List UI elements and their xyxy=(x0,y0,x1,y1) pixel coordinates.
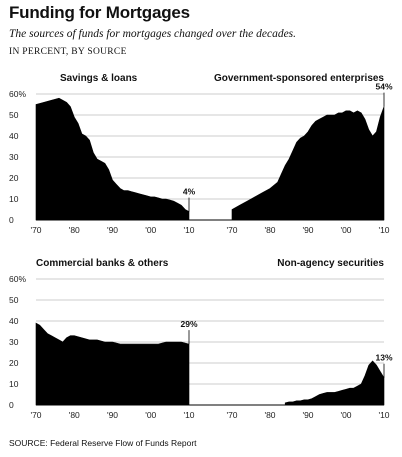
panel-4-title: Non-agency securities xyxy=(277,258,384,269)
panel-2-x-tick: '90 xyxy=(302,225,313,235)
panel-3-y-tick: 20 xyxy=(9,358,19,368)
panel-3-x-tick: '00 xyxy=(145,410,156,420)
panel-1-y-tick: 50 xyxy=(9,110,19,120)
panel-2-x-tick: '10 xyxy=(378,225,389,235)
panel-3-callout-label: 29% xyxy=(180,319,197,329)
panel-1-callout-label: 4% xyxy=(183,187,196,197)
panel-1-y-tick: 0 xyxy=(9,215,14,225)
panel-1-y-tick: 60% xyxy=(9,89,26,99)
panel-1-x-tick: '10 xyxy=(183,225,194,235)
panel-3-y-tick: 0 xyxy=(9,400,14,410)
panel-2-callout-label: 54% xyxy=(375,82,392,92)
panel-2-x-tick: '00 xyxy=(340,225,351,235)
panel-4-x-tick: '70 xyxy=(226,410,237,420)
panel-3-x-tick: '70 xyxy=(30,410,41,420)
panel-3-x-tick: '80 xyxy=(69,410,80,420)
panel-2-title: Government-sponsored enterprises xyxy=(214,73,384,84)
panel-1-x-tick: '00 xyxy=(145,225,156,235)
panel-4-area xyxy=(284,360,385,406)
panel-3-y-tick: 30 xyxy=(9,337,19,347)
panel-3-y-tick: 40 xyxy=(9,316,19,326)
panel-1-area xyxy=(35,97,190,221)
panel-4-x-tick: '80 xyxy=(264,410,275,420)
source-note: SOURCE: Federal Reserve Flow of Funds Re… xyxy=(9,438,197,448)
panel-1-x-tick: '70 xyxy=(30,225,41,235)
panel-3-y-tick: 10 xyxy=(9,379,19,389)
chart-title: Funding for Mortgages xyxy=(9,3,190,22)
panel-3-x-tick: '10 xyxy=(183,410,194,420)
panel-1-y-tick: 20 xyxy=(9,173,19,183)
chart-subtitle: The sources of funds for mortgages chang… xyxy=(9,28,297,40)
units-label: IN PERCENT, BY SOURCE xyxy=(9,47,127,57)
panel-3-y-tick: 50 xyxy=(9,295,19,305)
panel-3-area xyxy=(35,322,190,406)
panel-1-y-tick: 30 xyxy=(9,152,19,162)
panel-3-x-tick: '90 xyxy=(107,410,118,420)
panel-3-y-tick: 60% xyxy=(9,274,26,284)
panel-1-y-tick: 10 xyxy=(9,194,19,204)
panel-1-x-tick: '80 xyxy=(69,225,80,235)
panel-1-x-tick: '90 xyxy=(107,225,118,235)
panel-4-x-tick: '00 xyxy=(340,410,351,420)
panel-2-x-tick: '80 xyxy=(264,225,275,235)
panel-2-x-tick: '70 xyxy=(226,225,237,235)
panel-1-title: Savings & loans xyxy=(60,73,138,84)
panel-1-y-tick: 40 xyxy=(9,131,19,141)
panel-4-x-tick: '10 xyxy=(378,410,389,420)
panel-3-title: Commercial banks & others xyxy=(36,258,169,269)
panel-2-area xyxy=(231,106,385,221)
panel-4-callout-label: 13% xyxy=(375,353,392,363)
panel-4-x-tick: '90 xyxy=(302,410,313,420)
